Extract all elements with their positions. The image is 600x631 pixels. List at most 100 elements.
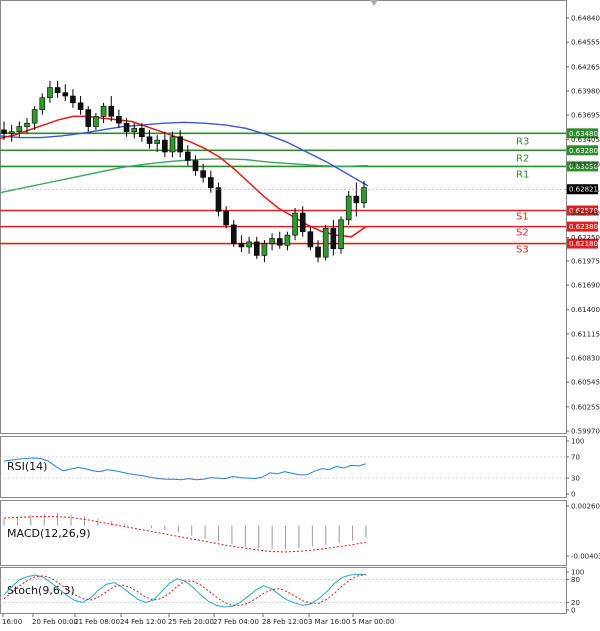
time-tick-label: 20 Feb 00:00 (32, 618, 78, 626)
candle-bear (185, 151, 191, 161)
price-tick-label: 0.60255 (571, 403, 600, 411)
price-tick-label: 0.62540 (571, 210, 600, 218)
time-tick-label: 27 Feb 04:00 (213, 618, 259, 626)
candle-bull (338, 219, 344, 249)
stoch-label: Stoch(9,6,3) (7, 584, 75, 597)
rsi-line (3, 457, 367, 481)
candle-bear (353, 195, 360, 204)
level-label-s2: S2 (516, 228, 529, 239)
candle-bull (261, 243, 268, 256)
candle-bear (200, 170, 206, 178)
level-price-label: 0.62380 (569, 223, 598, 231)
time-tick-label: 21 Feb 08:00 (74, 618, 120, 626)
candle-bull (100, 105, 107, 117)
level-price-label: 0.63090 (569, 163, 598, 171)
rsi-label: RSI(14) (7, 460, 47, 473)
candle-bear (192, 160, 199, 171)
price-tick-label: 0.63980 (571, 87, 600, 95)
time-tick-label: 16:00 (2, 618, 22, 626)
level-price-r2: 0.63280 (567, 145, 598, 156)
level-price-label: 0.62570 (569, 207, 598, 215)
candle-bull (8, 131, 15, 134)
level-price-box (567, 161, 598, 172)
price-tick-label: 0.61690 (571, 282, 600, 290)
macd-tick-label: 0.002606 (571, 503, 600, 511)
candle-bear (139, 127, 145, 138)
level-price-box (567, 238, 598, 249)
level-price-box (567, 221, 598, 232)
price-tick-label: 0.64555 (571, 39, 600, 47)
moving-averages (0, 115, 369, 238)
time-tick-label: 28 Feb 12:00 (262, 618, 308, 626)
level-price-box (567, 205, 598, 216)
candle-bull (154, 139, 160, 144)
candle-bull (39, 97, 46, 110)
candle-bear (70, 95, 76, 104)
candle-bull (131, 127, 138, 132)
current-price-marker: 0.62821 (567, 184, 598, 195)
candle-bear (162, 139, 168, 153)
candle-bull (169, 136, 176, 153)
candle-bull (16, 126, 23, 132)
candle-bull (284, 234, 291, 246)
candle-bear (307, 231, 314, 248)
candle-bear (253, 241, 260, 256)
macd-label: MACD(12,26,9) (7, 527, 91, 540)
price-tick-label: 0.61975 (571, 257, 600, 265)
price-tick-label: 0.64265 (571, 63, 600, 71)
level-label-s1: S1 (516, 212, 529, 223)
candle-bull (322, 228, 329, 258)
stoch-d-line (3, 574, 367, 606)
current-price-box (567, 184, 598, 195)
level-price-label: 0.63480 (569, 130, 598, 138)
price-tick-label: 0.63405 (571, 136, 600, 144)
ma-fast-line (0, 115, 367, 238)
candle-bear (330, 228, 337, 249)
candle-bear (315, 246, 321, 258)
candle-bull (246, 241, 252, 248)
candle-bear (177, 136, 183, 153)
level-price-box (567, 145, 598, 156)
time-tick-label: 5 Mar 00:00 (352, 618, 394, 626)
ma-mid-line (0, 121, 369, 187)
level-price-s3: 0.62180 (567, 238, 598, 249)
level-price-r1: 0.63090 (567, 161, 598, 172)
time-tick-label: 25 Feb 20:00 (168, 618, 214, 626)
candle-bull (93, 116, 99, 127)
candle-bear (146, 136, 153, 144)
candle-bear (230, 224, 237, 244)
price-tick-label: 0.60830 (571, 355, 600, 363)
price-tick-label: 0.63695 (571, 112, 600, 120)
level-price-label: 0.62180 (569, 240, 598, 248)
stoch-tick-label: 80 (571, 576, 580, 584)
rsi-pane: RSI(14) 100 70 30 0 (0, 438, 584, 499)
shift-marker-icon (370, 0, 378, 6)
macd-signal-line (3, 516, 367, 553)
level-price-s1: 0.62570 (567, 205, 598, 216)
level-label-r3: R3 (516, 136, 529, 147)
price-tick-label: 0.61400 (571, 306, 600, 314)
candle-bull (47, 87, 53, 99)
candle-bear (123, 122, 130, 132)
rsi-tick-label: 70 (571, 453, 580, 461)
macd-tick-label: -0.004038 (571, 553, 600, 561)
candle-bear (299, 212, 306, 233)
candle-bear (215, 187, 222, 212)
candle-bull (24, 122, 30, 127)
candle-bull (269, 238, 275, 244)
level-label-s3: S3 (516, 245, 529, 256)
price-tick-label: 0.62250 (571, 234, 600, 242)
candle-bull (361, 187, 367, 204)
candle-bear (108, 105, 115, 117)
rsi-tick-label: 0 (571, 491, 575, 499)
candle-bull (345, 195, 352, 221)
level-price-s2: 0.62380 (567, 221, 598, 232)
price-tick-label: 0.61115 (571, 330, 600, 338)
price-tick-label: 0.64840 (571, 15, 600, 23)
stoch-pane-border (0, 567, 567, 614)
level-label-r1: R1 (516, 169, 529, 180)
rsi-tick-label: 30 (571, 475, 580, 483)
